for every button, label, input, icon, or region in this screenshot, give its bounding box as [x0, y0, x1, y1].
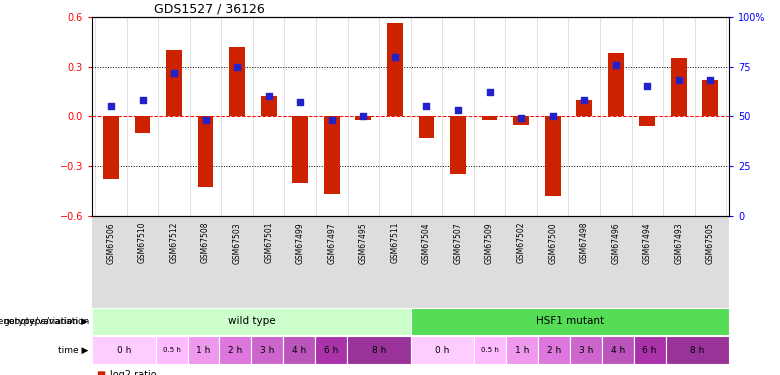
Point — [609, 62, 622, 68]
Bar — [671, 58, 686, 116]
Text: wild type: wild type — [228, 316, 275, 326]
Bar — [608, 53, 624, 116]
Text: 3 h: 3 h — [579, 346, 593, 355]
Bar — [513, 116, 529, 124]
Text: 6 h: 6 h — [643, 346, 657, 355]
Point — [452, 107, 464, 113]
Bar — [103, 116, 119, 179]
Bar — [261, 96, 277, 116]
Bar — [356, 116, 371, 120]
Bar — [544, 116, 561, 196]
Text: log2 ratio: log2 ratio — [110, 370, 157, 375]
Bar — [166, 50, 182, 116]
Text: 6 h: 6 h — [324, 346, 339, 355]
Bar — [324, 116, 339, 194]
Bar — [640, 116, 655, 126]
Text: 0 h: 0 h — [435, 346, 450, 355]
Text: 0.5 h: 0.5 h — [481, 347, 499, 353]
Point — [388, 54, 401, 60]
Point — [105, 103, 117, 110]
Point — [294, 99, 307, 105]
Text: genotype/variation: genotype/variation — [3, 316, 90, 326]
Point — [357, 113, 370, 119]
Bar — [419, 116, 434, 138]
Point — [168, 69, 180, 75]
Text: 1 h: 1 h — [515, 346, 530, 355]
Text: ▶: ▶ — [90, 316, 101, 326]
Bar — [135, 116, 151, 133]
Text: 4 h: 4 h — [292, 346, 307, 355]
Text: 0.5 h: 0.5 h — [163, 347, 181, 353]
Bar — [387, 24, 402, 116]
Bar — [450, 116, 466, 174]
Text: genotype/variation ▶: genotype/variation ▶ — [0, 316, 88, 326]
Point — [515, 115, 527, 121]
Bar — [229, 47, 245, 116]
Point — [578, 98, 590, 104]
Bar — [482, 116, 498, 120]
Text: 2 h: 2 h — [547, 346, 561, 355]
Text: 3 h: 3 h — [260, 346, 275, 355]
Point — [547, 113, 559, 119]
Bar — [197, 116, 214, 188]
Point — [262, 93, 275, 99]
Text: 1 h: 1 h — [197, 346, 211, 355]
Point — [136, 98, 149, 104]
Point — [704, 78, 717, 84]
Text: time ▶: time ▶ — [58, 346, 88, 355]
Point — [672, 78, 685, 84]
Text: ■: ■ — [96, 370, 105, 375]
Text: 8 h: 8 h — [371, 346, 386, 355]
Bar — [292, 116, 308, 183]
Point — [484, 89, 496, 95]
Text: 4 h: 4 h — [611, 346, 625, 355]
Point — [325, 117, 338, 123]
Text: 2 h: 2 h — [229, 346, 243, 355]
Text: 8 h: 8 h — [690, 346, 704, 355]
Text: 0 h: 0 h — [117, 346, 131, 355]
Point — [641, 84, 654, 90]
Point — [231, 63, 243, 70]
Bar — [576, 100, 592, 116]
Text: HSF1 mutant: HSF1 mutant — [536, 316, 604, 326]
Text: GDS1527 / 36126: GDS1527 / 36126 — [154, 2, 265, 15]
Bar — [703, 80, 718, 116]
Point — [420, 103, 433, 110]
Point — [200, 117, 212, 123]
